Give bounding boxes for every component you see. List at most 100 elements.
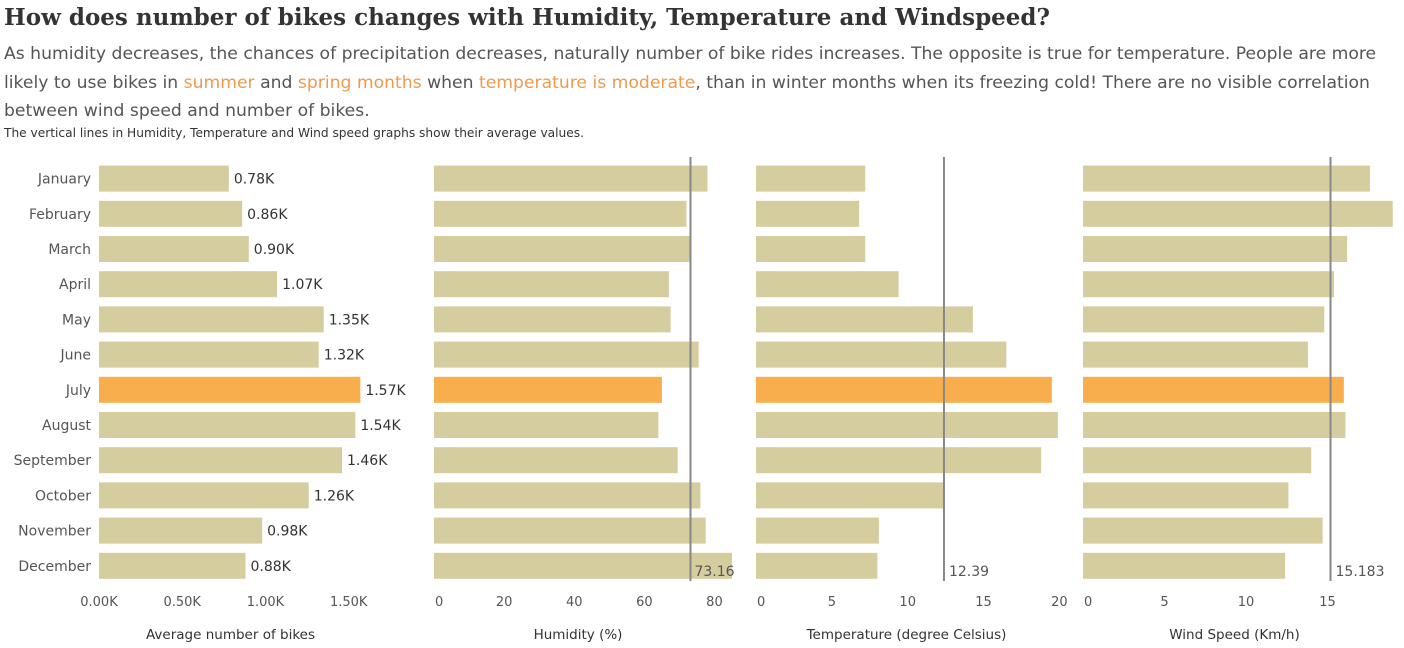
category-label: June [60, 348, 92, 364]
average-label: 73.16 [694, 564, 734, 580]
tick-label: 10 [899, 595, 916, 610]
category-label: August [42, 418, 92, 434]
bar [756, 271, 899, 298]
desc-highlight-summer: summer [183, 72, 255, 93]
data-label: 1.07K [282, 277, 323, 293]
bar [756, 412, 1058, 438]
tick-label: 40 [566, 595, 583, 610]
bar [99, 376, 361, 403]
axis-title: Average number of bikes [146, 627, 315, 643]
desc-text-3: when [421, 72, 479, 93]
bar [99, 517, 263, 544]
bar [99, 236, 249, 262]
category-label: April [59, 277, 91, 293]
desc-highlight-temperature: temperature is moderate [478, 72, 696, 93]
bar [434, 552, 732, 579]
bar [99, 306, 324, 333]
bar [434, 447, 678, 474]
bar [434, 482, 701, 509]
data-label: 0.88K [250, 559, 291, 575]
bar [1083, 200, 1393, 227]
bar [1083, 517, 1323, 544]
category-label: October [35, 488, 91, 504]
bar [434, 306, 671, 333]
axis-title: Temperature (degree Celsius) [806, 627, 1007, 643]
chart-title: How does number of bikes changes with Hu… [4, 4, 1050, 31]
bar [434, 341, 699, 368]
bar [99, 341, 319, 368]
bar [434, 165, 708, 192]
bar [434, 271, 669, 298]
bar [1083, 341, 1308, 368]
tick-label: 0 [757, 595, 765, 610]
data-label: 1.54K [360, 418, 401, 434]
bar [756, 306, 973, 333]
bar [99, 271, 278, 298]
bar [756, 165, 866, 192]
desc-text-2: and [254, 72, 298, 93]
axis-title: Wind Speed (Km/h) [1169, 627, 1299, 643]
average-label: 12.39 [949, 564, 989, 580]
tick-label: 1.50K [330, 595, 368, 610]
bar [99, 165, 229, 192]
bar [1083, 306, 1325, 333]
tick-label: 60 [636, 595, 653, 610]
average-label: 15.183 [1336, 564, 1385, 580]
tick-label: 20 [496, 595, 513, 610]
bar [434, 236, 690, 262]
category-label: March [48, 242, 91, 258]
data-label: 1.35K [329, 312, 370, 328]
axis-title: Humidity (%) [534, 627, 623, 643]
tick-label: 5 [828, 595, 836, 610]
bar [1083, 412, 1346, 438]
bar [434, 376, 662, 403]
bar [1083, 376, 1344, 403]
bar [756, 482, 945, 509]
bar [434, 200, 687, 227]
bar [756, 517, 879, 544]
bar [99, 482, 309, 509]
tick-label: 20 [1051, 595, 1068, 610]
bar [1083, 165, 1370, 192]
bar [756, 200, 860, 227]
bar [1083, 552, 1286, 579]
bar [99, 552, 246, 579]
data-label: 1.26K [314, 488, 355, 504]
data-label: 0.90K [254, 242, 295, 258]
category-label: July [65, 383, 91, 399]
bar [99, 200, 243, 227]
desc-highlight-spring: spring months [297, 72, 422, 93]
desc-text-1: As humidity decreases, the chances of pr… [4, 44, 1377, 93]
tick-label: 15 [1319, 595, 1336, 610]
bar [1083, 447, 1312, 474]
data-label: 1.46K [347, 453, 388, 469]
bar [756, 447, 1042, 474]
tick-label: 15 [975, 595, 992, 610]
bar [1083, 482, 1289, 509]
tick-label: 80 [706, 595, 723, 610]
tick-label: 0 [1084, 595, 1092, 610]
bar [99, 447, 343, 474]
data-label: 0.98K [267, 524, 308, 540]
data-label: 1.57K [365, 383, 406, 399]
chart-note: The vertical lines in Humidity, Temperat… [4, 126, 584, 140]
tick-label: 5 [1160, 595, 1168, 610]
data-label: 0.78K [234, 172, 275, 188]
category-label: September [14, 453, 92, 469]
category-label: November [18, 524, 91, 540]
desc-text-4: , than in winter months when its freezin… [4, 72, 1370, 122]
bar [1083, 236, 1348, 262]
category-label: December [18, 559, 91, 575]
tick-label: 0.00K [80, 595, 118, 610]
chart-description: As humidity decreases, the chances of pr… [4, 40, 1404, 126]
data-label: 1.32K [324, 348, 365, 364]
category-label: May [62, 312, 91, 328]
category-label: January [37, 172, 91, 188]
tick-label: 10 [1238, 595, 1255, 610]
data-label: 0.86K [247, 207, 288, 223]
bar [756, 376, 1052, 403]
bar [756, 341, 1007, 368]
bar [99, 412, 356, 438]
bar [756, 236, 866, 262]
bar [434, 412, 659, 438]
